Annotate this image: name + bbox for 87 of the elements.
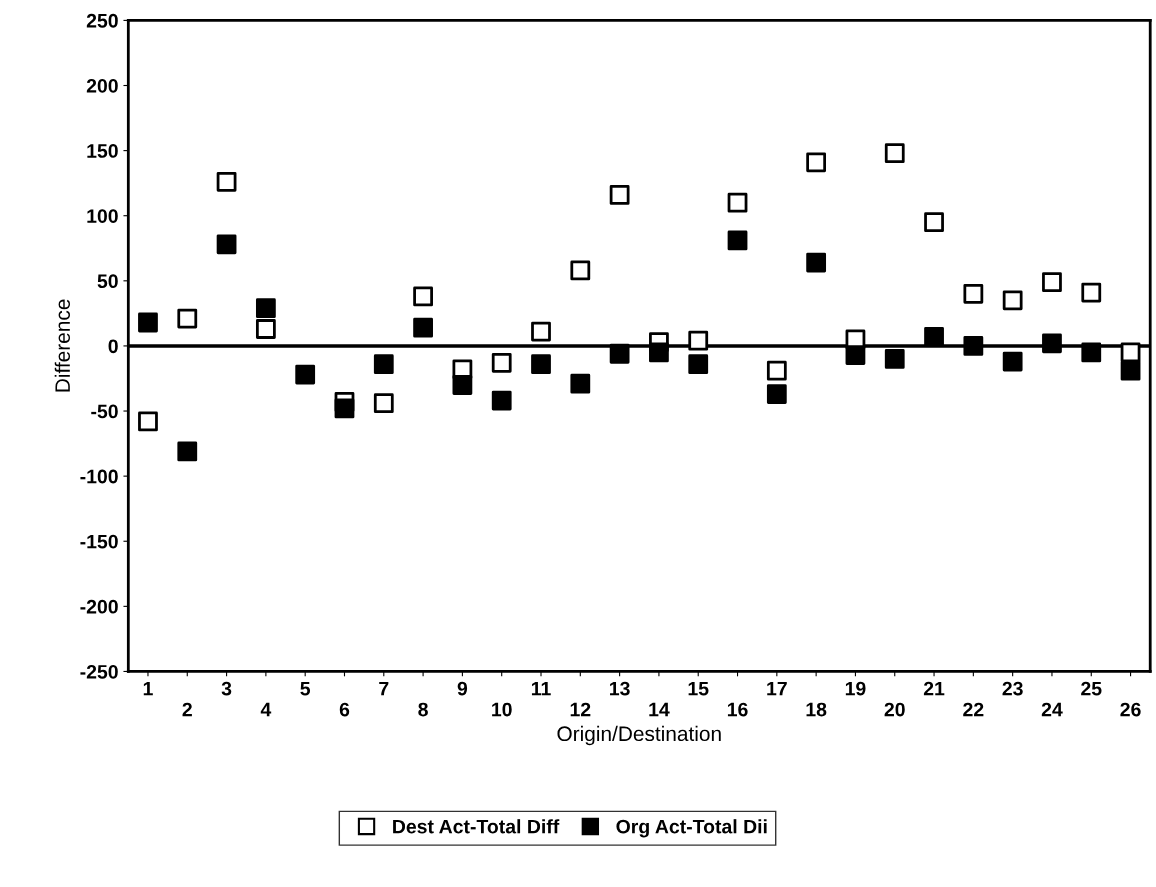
point [924,212,944,233]
y-tick-label: 0 [108,339,118,354]
point [845,345,866,365]
x-tick-label: 6 [339,702,350,717]
x-tick-label: 22 [963,702,984,717]
x-tick-label: 11 [531,681,551,696]
x-tick-label: 2 [182,702,192,717]
point [1120,360,1141,381]
point [1042,272,1062,293]
point [884,349,905,369]
point [373,393,394,414]
x-tick-label: 21 [923,681,945,696]
x-tick-label: 13 [610,681,630,696]
point [924,326,944,347]
point [255,298,276,319]
point [1002,351,1023,372]
y-tick-label: 250 [86,13,118,28]
x-tick-label: 18 [806,702,827,717]
point [727,192,748,213]
y-tick-label: -50 [91,404,118,419]
point [609,343,630,364]
x-tick-label: 9 [457,681,468,696]
point [255,319,276,339]
y-tick-label: 100 [87,209,118,223]
point [570,373,591,394]
point [177,308,198,329]
point [649,342,669,363]
x-axis-title: Origin/Destination [557,725,721,746]
point [531,321,551,342]
y-tick-label: 200 [86,78,118,93]
legend-label: Org Act-Total Dii [616,819,767,838]
point [1081,282,1102,303]
x-tick-label: 19 [845,681,866,696]
y-tick-label: -150 [80,534,118,549]
point [727,230,748,251]
x-tick-label: 4 [260,702,272,717]
x-tick-label: 16 [727,702,748,717]
point [688,354,709,375]
x-tick-label: 1 [143,681,153,696]
point [1002,290,1023,311]
x-tick-label: 5 [300,681,311,696]
point [334,398,355,419]
point [963,336,984,356]
point [216,171,237,192]
y-tick-label: 150 [87,144,118,158]
y-tick-label: -100 [80,469,118,484]
x-tick-label: 23 [1002,681,1023,696]
x-tick-label: 8 [418,702,428,717]
point [570,260,591,281]
x-tick-label: 20 [884,702,905,717]
y-tick-label: -200 [80,599,118,614]
point [806,152,827,173]
legend-label: Dest Act-Total Diff [393,819,560,834]
point [963,283,984,304]
point [452,375,473,395]
x-tick-label: 14 [649,702,670,717]
x-tick-label: 3 [221,681,232,696]
point [373,354,394,375]
y-tick-label: 50 [97,274,118,289]
x-tick-label: 25 [1081,681,1102,696]
point [295,364,316,385]
point [766,384,787,404]
x-tick-label: 7 [379,681,389,696]
x-tick-label: 24 [1041,702,1063,717]
point [491,390,512,411]
point [531,354,551,375]
point [884,143,905,164]
point [138,312,158,333]
point [216,234,237,255]
point [1081,342,1102,363]
y-axis-title: Difference [54,299,71,392]
x-tick-label: 12 [570,702,591,717]
x-tick-label: 15 [688,681,709,696]
point [413,286,433,307]
point [1042,333,1062,354]
y-tick-label: -250 [80,664,118,679]
point [688,330,709,351]
point [806,252,827,273]
x-tick-label: 10 [492,702,512,717]
point [766,360,787,381]
x-tick-label: 26 [1120,702,1141,717]
x-tick-label: 17 [767,681,787,696]
point [413,317,433,338]
point [609,184,630,205]
point [491,352,512,373]
point [138,411,158,432]
point [177,441,198,462]
